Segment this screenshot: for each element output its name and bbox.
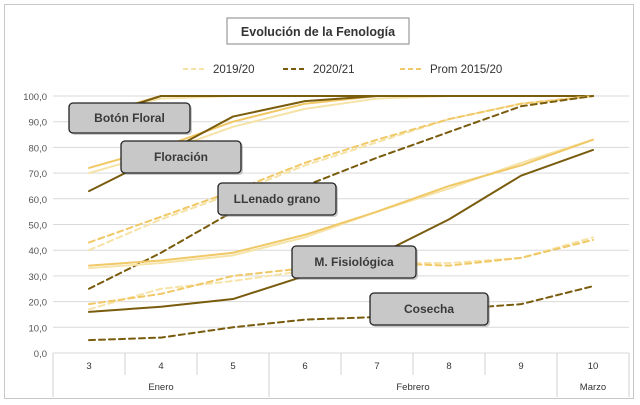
phenology-chart: Evolución de la Fenología 2019/20 2020/21 P… bbox=[23, 17, 630, 397]
y-tick-label-9: 90,0 bbox=[29, 118, 48, 129]
y-tick-label-1: 10,0 bbox=[29, 323, 48, 334]
series-line-phase3-s0 bbox=[88, 138, 594, 270]
series-line-phase3-s2 bbox=[88, 138, 594, 267]
chart-title: Evolución de la Fenología bbox=[241, 25, 396, 39]
y-tick-label-3: 30,0 bbox=[29, 272, 48, 283]
phase-label-3: M. Fisiológica bbox=[314, 255, 394, 269]
legend-label-2: Prom 2015/20 bbox=[430, 64, 502, 76]
y-tick-label-7: 70,0 bbox=[29, 169, 48, 180]
x-tick-label-3: 6 bbox=[302, 361, 307, 372]
legend-label-1: 2020/21 bbox=[313, 64, 355, 76]
phase-label-1: Floración bbox=[154, 150, 208, 164]
y-tick-label-2: 20,0 bbox=[29, 298, 48, 309]
title-box bbox=[226, 17, 410, 45]
series-line-phase2-s2 bbox=[88, 95, 594, 244]
y-tick-label-0: 0,0 bbox=[34, 349, 47, 360]
series-line-phase4-s1 bbox=[88, 285, 594, 342]
x-tick-label-1: 4 bbox=[158, 361, 163, 372]
y-tick-label-6: 60,0 bbox=[29, 195, 48, 206]
x-group-label-1: Febrero bbox=[396, 382, 429, 393]
phase-label-2: LLenado grano bbox=[234, 192, 321, 206]
phase-label-box-1 bbox=[120, 140, 242, 174]
phase-label-box-3 bbox=[291, 245, 417, 279]
chart-frame: Evolución de la Fenología 2019/20 2020/21 P… bbox=[4, 4, 634, 399]
series-line-phase2-s1 bbox=[88, 95, 594, 290]
phase-label-box-4 bbox=[369, 292, 489, 326]
x-tick-label-5: 8 bbox=[446, 361, 451, 372]
phase-label-box-0 bbox=[68, 102, 191, 134]
y-tick-label-8: 80,0 bbox=[29, 143, 48, 154]
phase-label-4: Cosecha bbox=[404, 302, 454, 316]
y-tick-label-10: 100,0 bbox=[23, 92, 47, 103]
phase-label-0: Botón Floral bbox=[94, 111, 165, 125]
legend-label-0: 2019/20 bbox=[213, 64, 255, 76]
x-tick-label-6: 9 bbox=[518, 361, 523, 372]
x-tick-label-7: 10 bbox=[588, 361, 599, 372]
y-tick-label-5: 50,0 bbox=[29, 221, 48, 232]
x-group-label-2: Marzo bbox=[580, 382, 606, 393]
x-tick-label-2: 5 bbox=[230, 361, 235, 372]
x-tick-label-0: 3 bbox=[86, 361, 91, 372]
y-tick-label-4: 40,0 bbox=[29, 246, 48, 257]
x-group-label-0: Enero bbox=[148, 382, 173, 393]
phase-label-box-2 bbox=[217, 182, 337, 216]
x-tick-label-4: 7 bbox=[374, 361, 379, 372]
